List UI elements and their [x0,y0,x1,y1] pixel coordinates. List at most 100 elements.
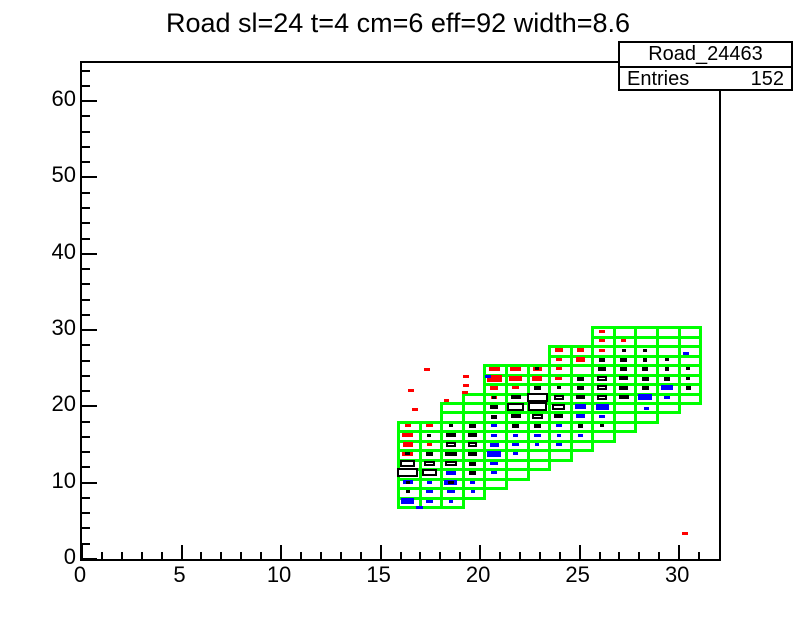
bin-box-blue [490,471,498,475]
bin-box-hollow [421,469,438,477]
bin-box-red [555,367,563,371]
x-minor-tick [618,552,621,559]
bin-box-hollow [467,451,478,457]
bin-box-red [532,376,543,381]
bin-box-hollow [531,413,543,419]
y-major-tick [82,329,97,332]
bin-box-hollow [445,460,457,466]
y-minor-tick [82,237,90,240]
y-minor-tick [82,283,90,286]
bin-box-hollow [423,461,435,466]
bin-box-blue [513,452,519,456]
stats-entries-label: Entries [627,68,690,90]
bin-box-black [447,480,455,484]
x-tick-label: 0 [73,562,87,587]
bin-box-black [405,452,411,456]
x-tick-label: 30 [664,562,690,587]
y-minor-tick [82,420,90,423]
bin-box-hollow [510,395,521,400]
bin-box-red [444,398,450,402]
bin-box-blue [598,414,606,418]
plot-title: Road sl=24 t=4 cm=6 eff=92 width=8.6 [165,8,631,38]
y-minor-tick [82,161,90,164]
y-minor-tick [82,435,90,438]
bin-box-hollow [577,376,584,381]
x-major-tick [180,545,183,559]
x-minor-tick [399,552,402,559]
x-major-tick [379,545,382,559]
y-minor-tick [82,451,90,454]
x-tick-label: 5 [173,562,186,587]
bin-box-red [681,532,689,536]
bin-box-red [489,385,499,390]
bin-box-red [599,348,606,352]
x-minor-tick [698,552,701,559]
bin-box-hollow [400,460,416,467]
x-minor-tick [638,552,641,559]
y-minor-tick [82,527,90,530]
y-minor-tick [82,542,90,545]
y-tick-label: 60 [51,86,76,112]
bin-box-black [686,367,691,371]
bin-box-hollow [554,414,564,419]
x-minor-tick [120,552,123,559]
bin-box-blue [644,407,650,411]
bin-box-blue [638,394,653,401]
bin-box-hollow [596,385,608,391]
bin-box-red [463,384,469,388]
bin-box-hollow [597,376,607,381]
bin-box-red [463,374,469,378]
y-tick-label: 30 [51,315,76,341]
y-minor-tick [82,466,90,469]
bin-box-red [621,339,627,343]
bin-box-red [555,376,563,380]
bin-box-black [535,367,540,371]
bin-box-hollow [664,367,670,372]
x-major-tick [280,545,283,559]
x-minor-tick [220,552,223,559]
bin-box-blue [447,490,455,494]
x-minor-tick [200,552,203,559]
x-minor-tick [260,552,263,559]
y-minor-tick [82,496,90,499]
bin-box-blue [445,470,457,476]
y-tick-label: 0 [63,544,76,569]
bin-box-blue [487,450,502,458]
bin-box-hollow [468,471,477,476]
bin-box-blue [660,385,673,391]
bin-box-blue [595,403,609,410]
bin-box-hollow [533,386,542,391]
y-minor-tick [82,268,90,271]
x-tick-label: 10 [266,562,292,587]
x-minor-tick [140,552,143,559]
bin-box-hollow [576,395,585,400]
bin-box-blue [401,498,415,505]
bin-box-red [423,368,431,372]
y-minor-tick [82,344,90,347]
y-major-tick [82,100,97,103]
bin-box-red [509,375,523,382]
bin-box-black [686,376,691,380]
bin-box-red [555,348,563,352]
bin-box-hollow [446,432,456,438]
bin-box-black [405,480,410,484]
bin-box-hollow [468,433,477,438]
bin-box-hollow [619,367,628,372]
bin-box-blue [490,433,498,437]
bin-box-red [426,424,433,428]
bin-box-hollow [597,367,607,372]
bin-box-red [599,329,605,333]
stats-hist-name: Road_24463 [620,43,791,68]
bin-box-red [598,339,606,343]
x-minor-tick [518,552,521,559]
stats-entries-value: 152 [750,68,784,90]
bin-box-hollow [527,392,548,402]
bin-box-black [599,424,605,428]
bin-box-red [555,357,563,361]
x-minor-tick [558,552,561,559]
bin-box-hollow [468,423,477,428]
y-major-tick [82,481,97,484]
bin-box-black [621,348,626,352]
bin-box-hollow [533,423,542,428]
